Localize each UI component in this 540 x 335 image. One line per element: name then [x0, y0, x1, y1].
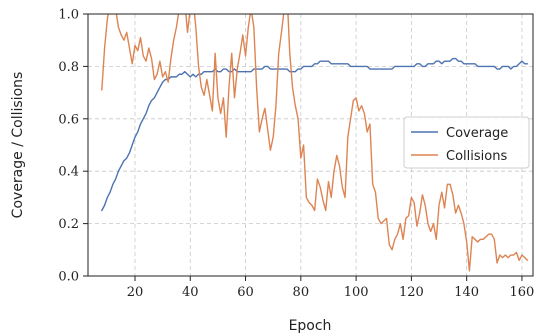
x-tick-label: 80: [293, 285, 310, 300]
series-line-coverage: [101, 57, 529, 212]
x-tick-label: 100: [344, 285, 369, 300]
y-tick-label: 0.0: [58, 270, 79, 285]
x-tick-label: 120: [399, 285, 424, 300]
y-tick-label: 1.0: [58, 8, 79, 23]
legend-label-collisions: Collisions: [446, 149, 507, 164]
legend: Coverage Collisions: [403, 116, 530, 169]
y-tick-label: 0.6: [58, 112, 79, 127]
x-tick-label: 160: [510, 285, 535, 300]
y-tick-label: 0.4: [58, 165, 79, 180]
series-layer: [101, 14, 529, 272]
ticks: 20 40 60 80 100 120 140 160 0.0 0.2 0.4 0.6 0.8 1.0: [58, 8, 534, 301]
y-axis-label: Coverage / Collisions: [10, 72, 26, 219]
plot-frame: [87, 13, 534, 277]
series-line-collisions: [101, 14, 529, 272]
x-tick-label: 60: [237, 285, 254, 300]
x-tick-label: 40: [182, 285, 199, 300]
x-tick-label: 140: [454, 285, 479, 300]
legend-label-coverage: Coverage: [446, 126, 508, 141]
y-tick-label: 0.2: [58, 217, 79, 232]
x-tick-label: 20: [127, 285, 144, 300]
y-tick-label: 0.8: [58, 60, 79, 75]
x-axis-label: Epoch: [289, 318, 332, 334]
grid: [88, 13, 533, 277]
